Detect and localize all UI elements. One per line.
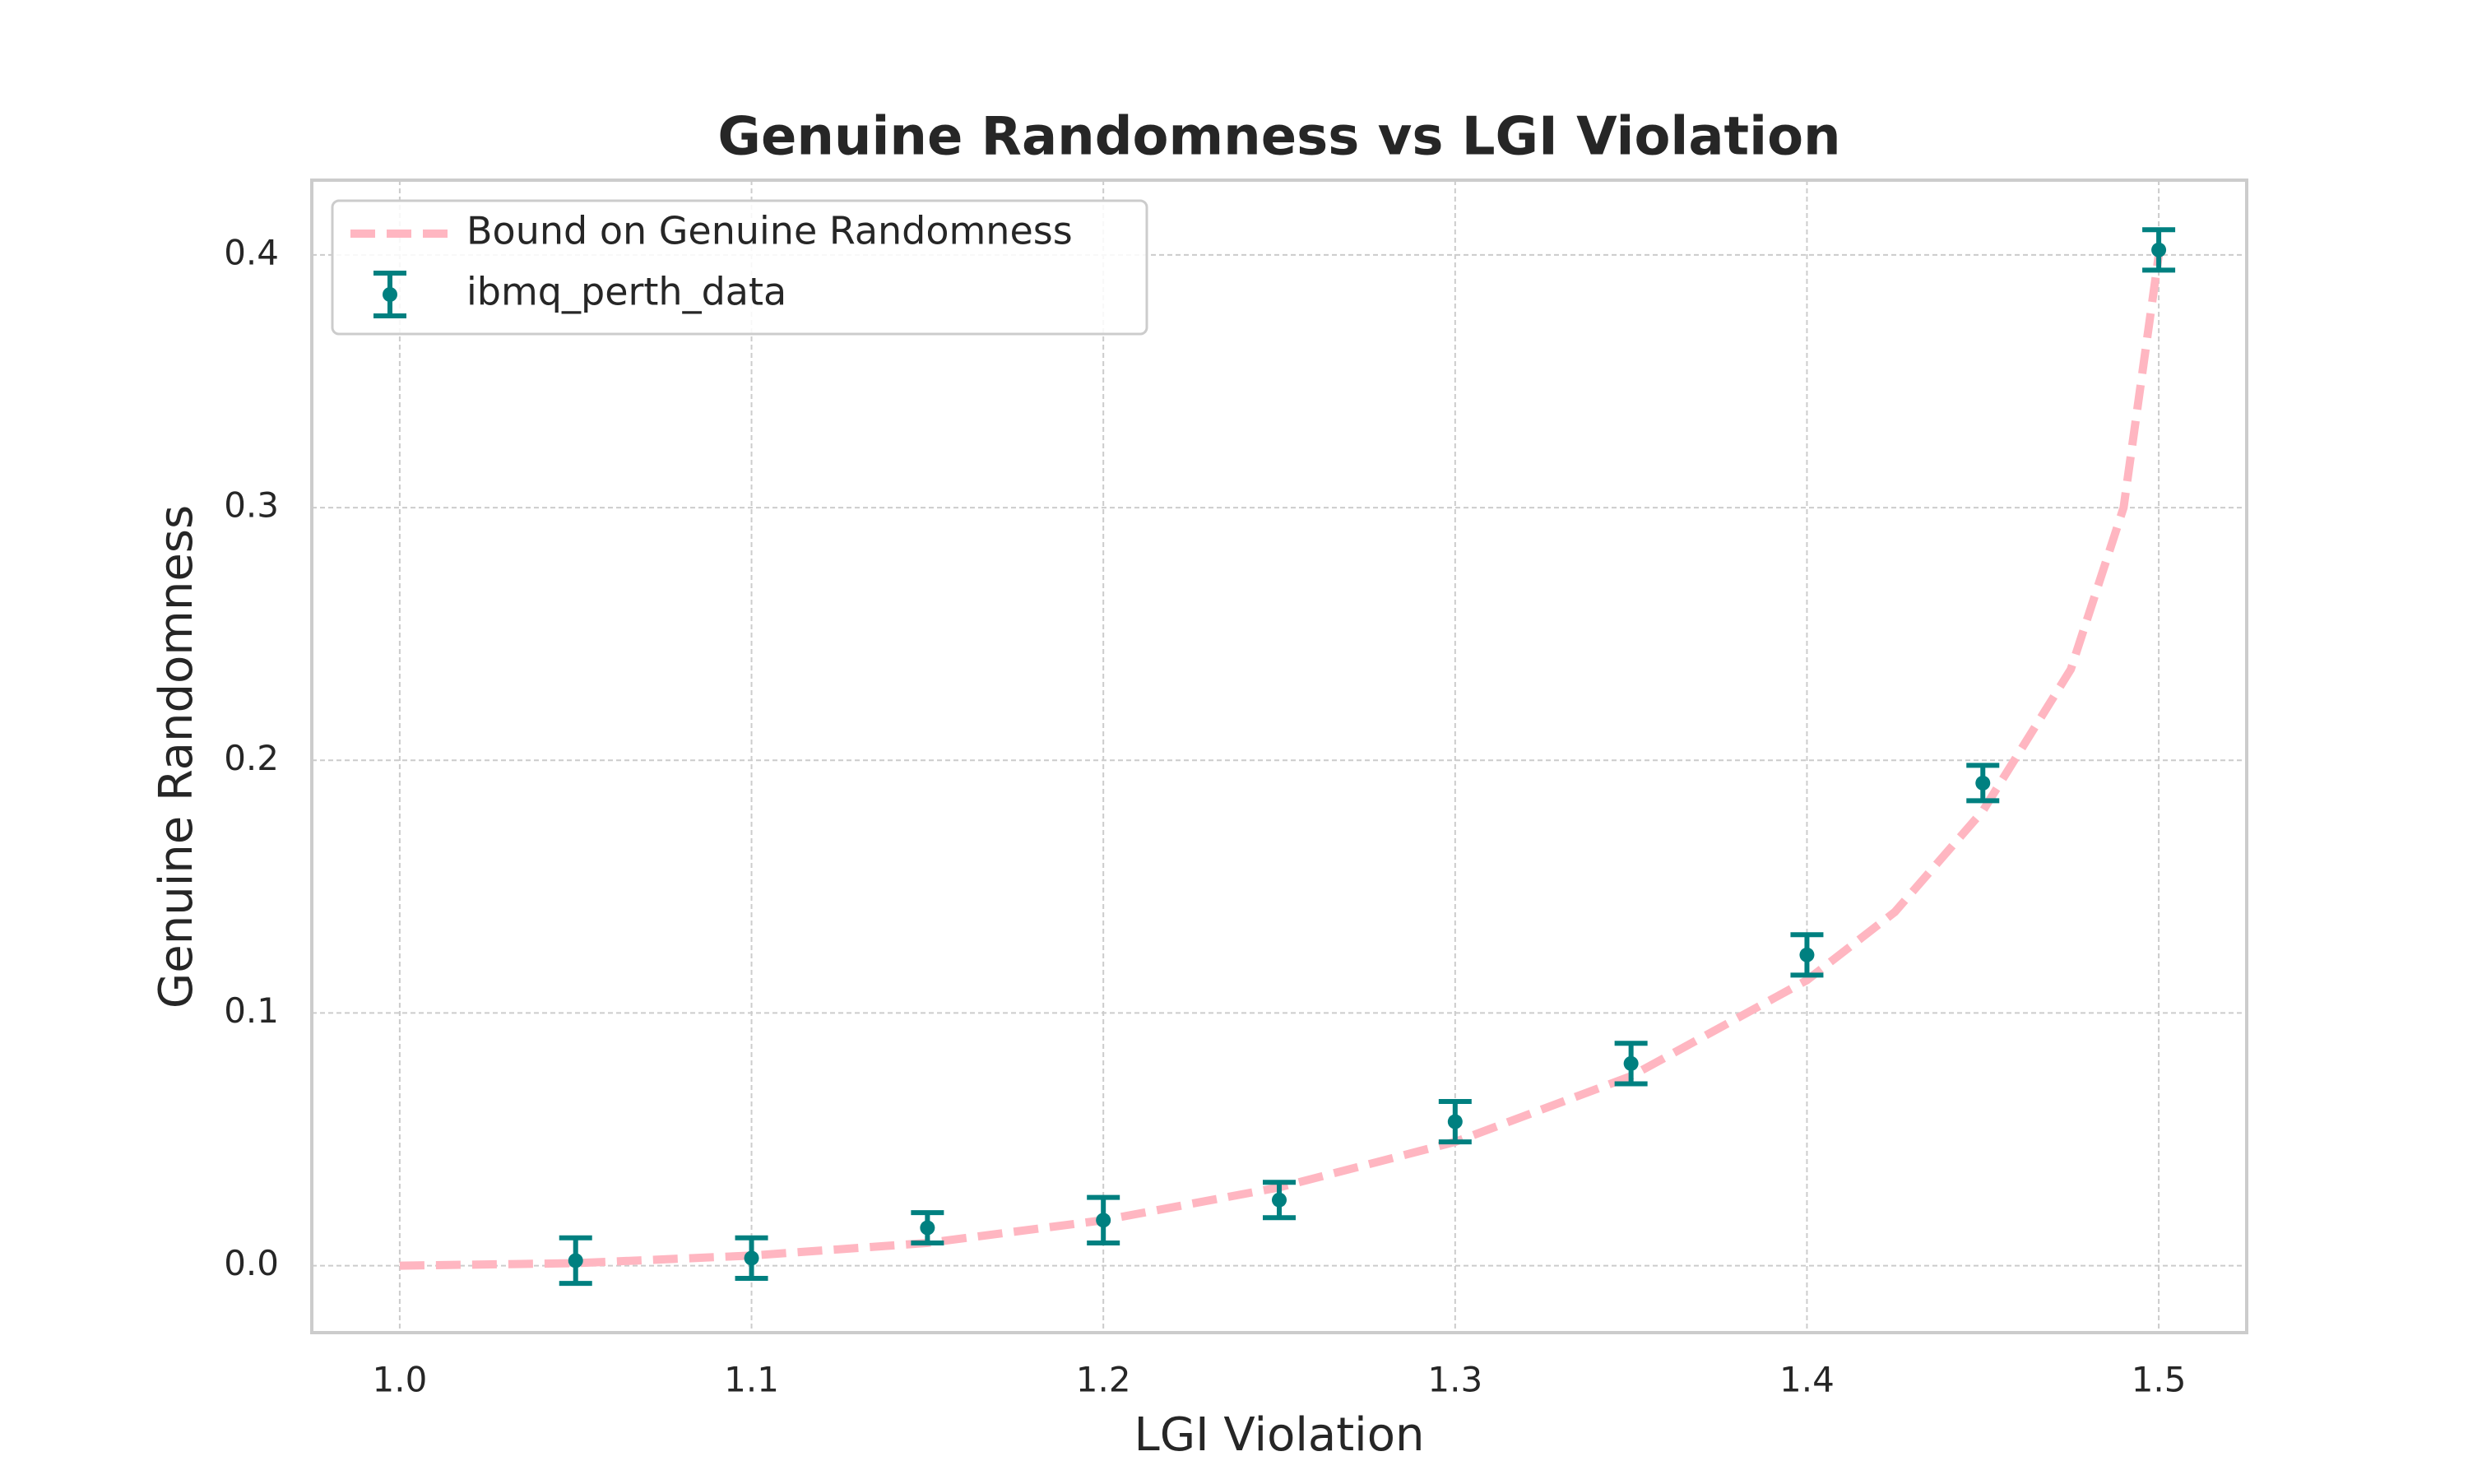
legend-label: Bound on Genuine Randomness [466, 209, 1073, 253]
x-tick-label: 1.4 [1779, 1360, 1835, 1400]
error-point [2142, 227, 2176, 273]
legend: Bound on Genuine Randomness ibmq_perth_da… [331, 199, 1148, 336]
y-axis-label: Genuine Randomness [150, 505, 203, 1009]
data-point [1623, 1055, 1639, 1071]
error-point [1614, 1041, 1648, 1087]
legend-swatch-dot [383, 287, 397, 302]
y-tick-label: 0.0 [224, 1243, 279, 1283]
y-tick-label: 0.1 [224, 990, 279, 1031]
error-point [559, 1235, 592, 1287]
legend-box [331, 199, 1148, 336]
x-axis-label: LGI Violation [1134, 1408, 1425, 1462]
x-tick-label: 1.3 [1427, 1360, 1482, 1400]
data-point [1096, 1213, 1111, 1228]
y-tick-label: 0.4 [224, 232, 279, 272]
x-tick-label: 1.0 [373, 1360, 428, 1400]
error-point [911, 1210, 944, 1245]
data-point [1447, 1114, 1463, 1129]
error-point [1087, 1194, 1120, 1245]
data-point [744, 1250, 759, 1266]
error-point [1790, 932, 1824, 978]
error-point [735, 1235, 768, 1281]
chart-title: Genuine Randomness vs LGI Violation [717, 107, 1840, 168]
x-tick-label: 1.5 [2132, 1360, 2187, 1400]
bound-line [399, 254, 2164, 1270]
x-tick-label: 1.1 [724, 1360, 779, 1400]
data-point [1272, 1192, 1287, 1208]
data-point [920, 1220, 935, 1236]
data-point [2151, 242, 2167, 257]
y-tick-label: 0.2 [224, 738, 279, 778]
data-point [568, 1253, 583, 1268]
y-tick-label: 0.3 [224, 485, 279, 526]
legend-label: ibmq_perth_data [466, 270, 786, 314]
error-point [1438, 1098, 1472, 1145]
x-tick-label: 1.2 [1076, 1360, 1131, 1400]
data-point [1799, 947, 1815, 962]
data-point [1975, 775, 1991, 791]
error-point [1263, 1180, 1296, 1221]
error-point [1966, 763, 2000, 804]
plot-frame [310, 179, 2248, 1334]
